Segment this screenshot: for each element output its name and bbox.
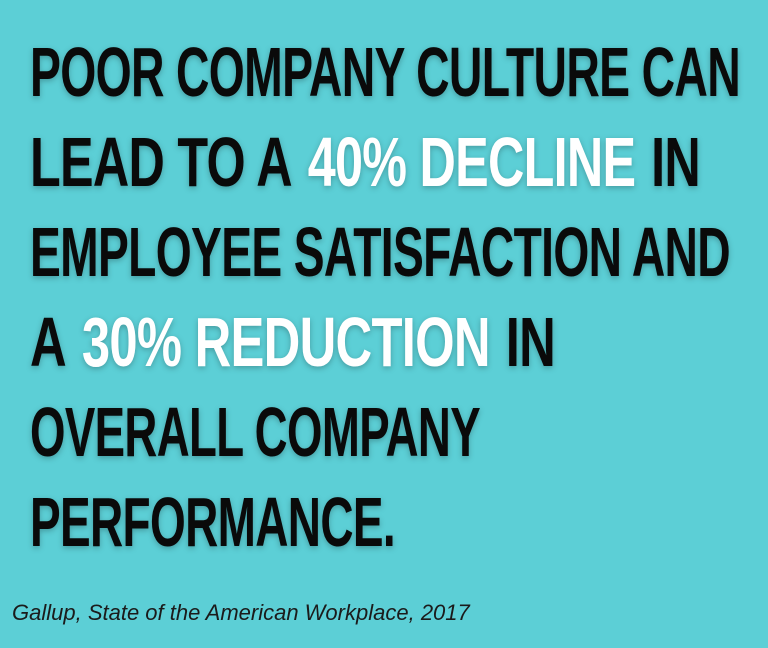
statement-text: LEAD TO A: [30, 123, 292, 201]
statement-line: A30% REDUCTIONIN: [30, 303, 555, 381]
highlight-text: 40% DECLINE: [308, 123, 636, 201]
statement-line: LEAD TO A40% DECLINEIN: [30, 123, 700, 201]
statement: POOR COMPANY CULTURE CAN LEAD TO A40% DEC…: [30, 33, 741, 561]
statement-line: EMPLOYEE SATISFACTION AND: [30, 213, 730, 291]
statement-text: PERFORMANCE.: [30, 483, 395, 561]
statement-text: POOR COMPANY CULTURE CAN: [30, 33, 740, 111]
statement-text: EMPLOYEE SATISFACTION AND: [30, 213, 730, 291]
source: Gallup, State of the American Workplace,…: [12, 600, 471, 625]
statement-line: PERFORMANCE.: [30, 483, 395, 561]
statement-text: A: [30, 303, 66, 381]
statement-line: OVERALL COMPANY: [30, 393, 480, 471]
statement-line: POOR COMPANY CULTURE CAN: [30, 33, 740, 111]
statement-text: IN: [506, 303, 555, 381]
statement-text: IN: [651, 123, 700, 201]
statement-text: OVERALL COMPANY: [30, 393, 480, 471]
highlight-text: 30% REDUCTION: [82, 303, 490, 381]
